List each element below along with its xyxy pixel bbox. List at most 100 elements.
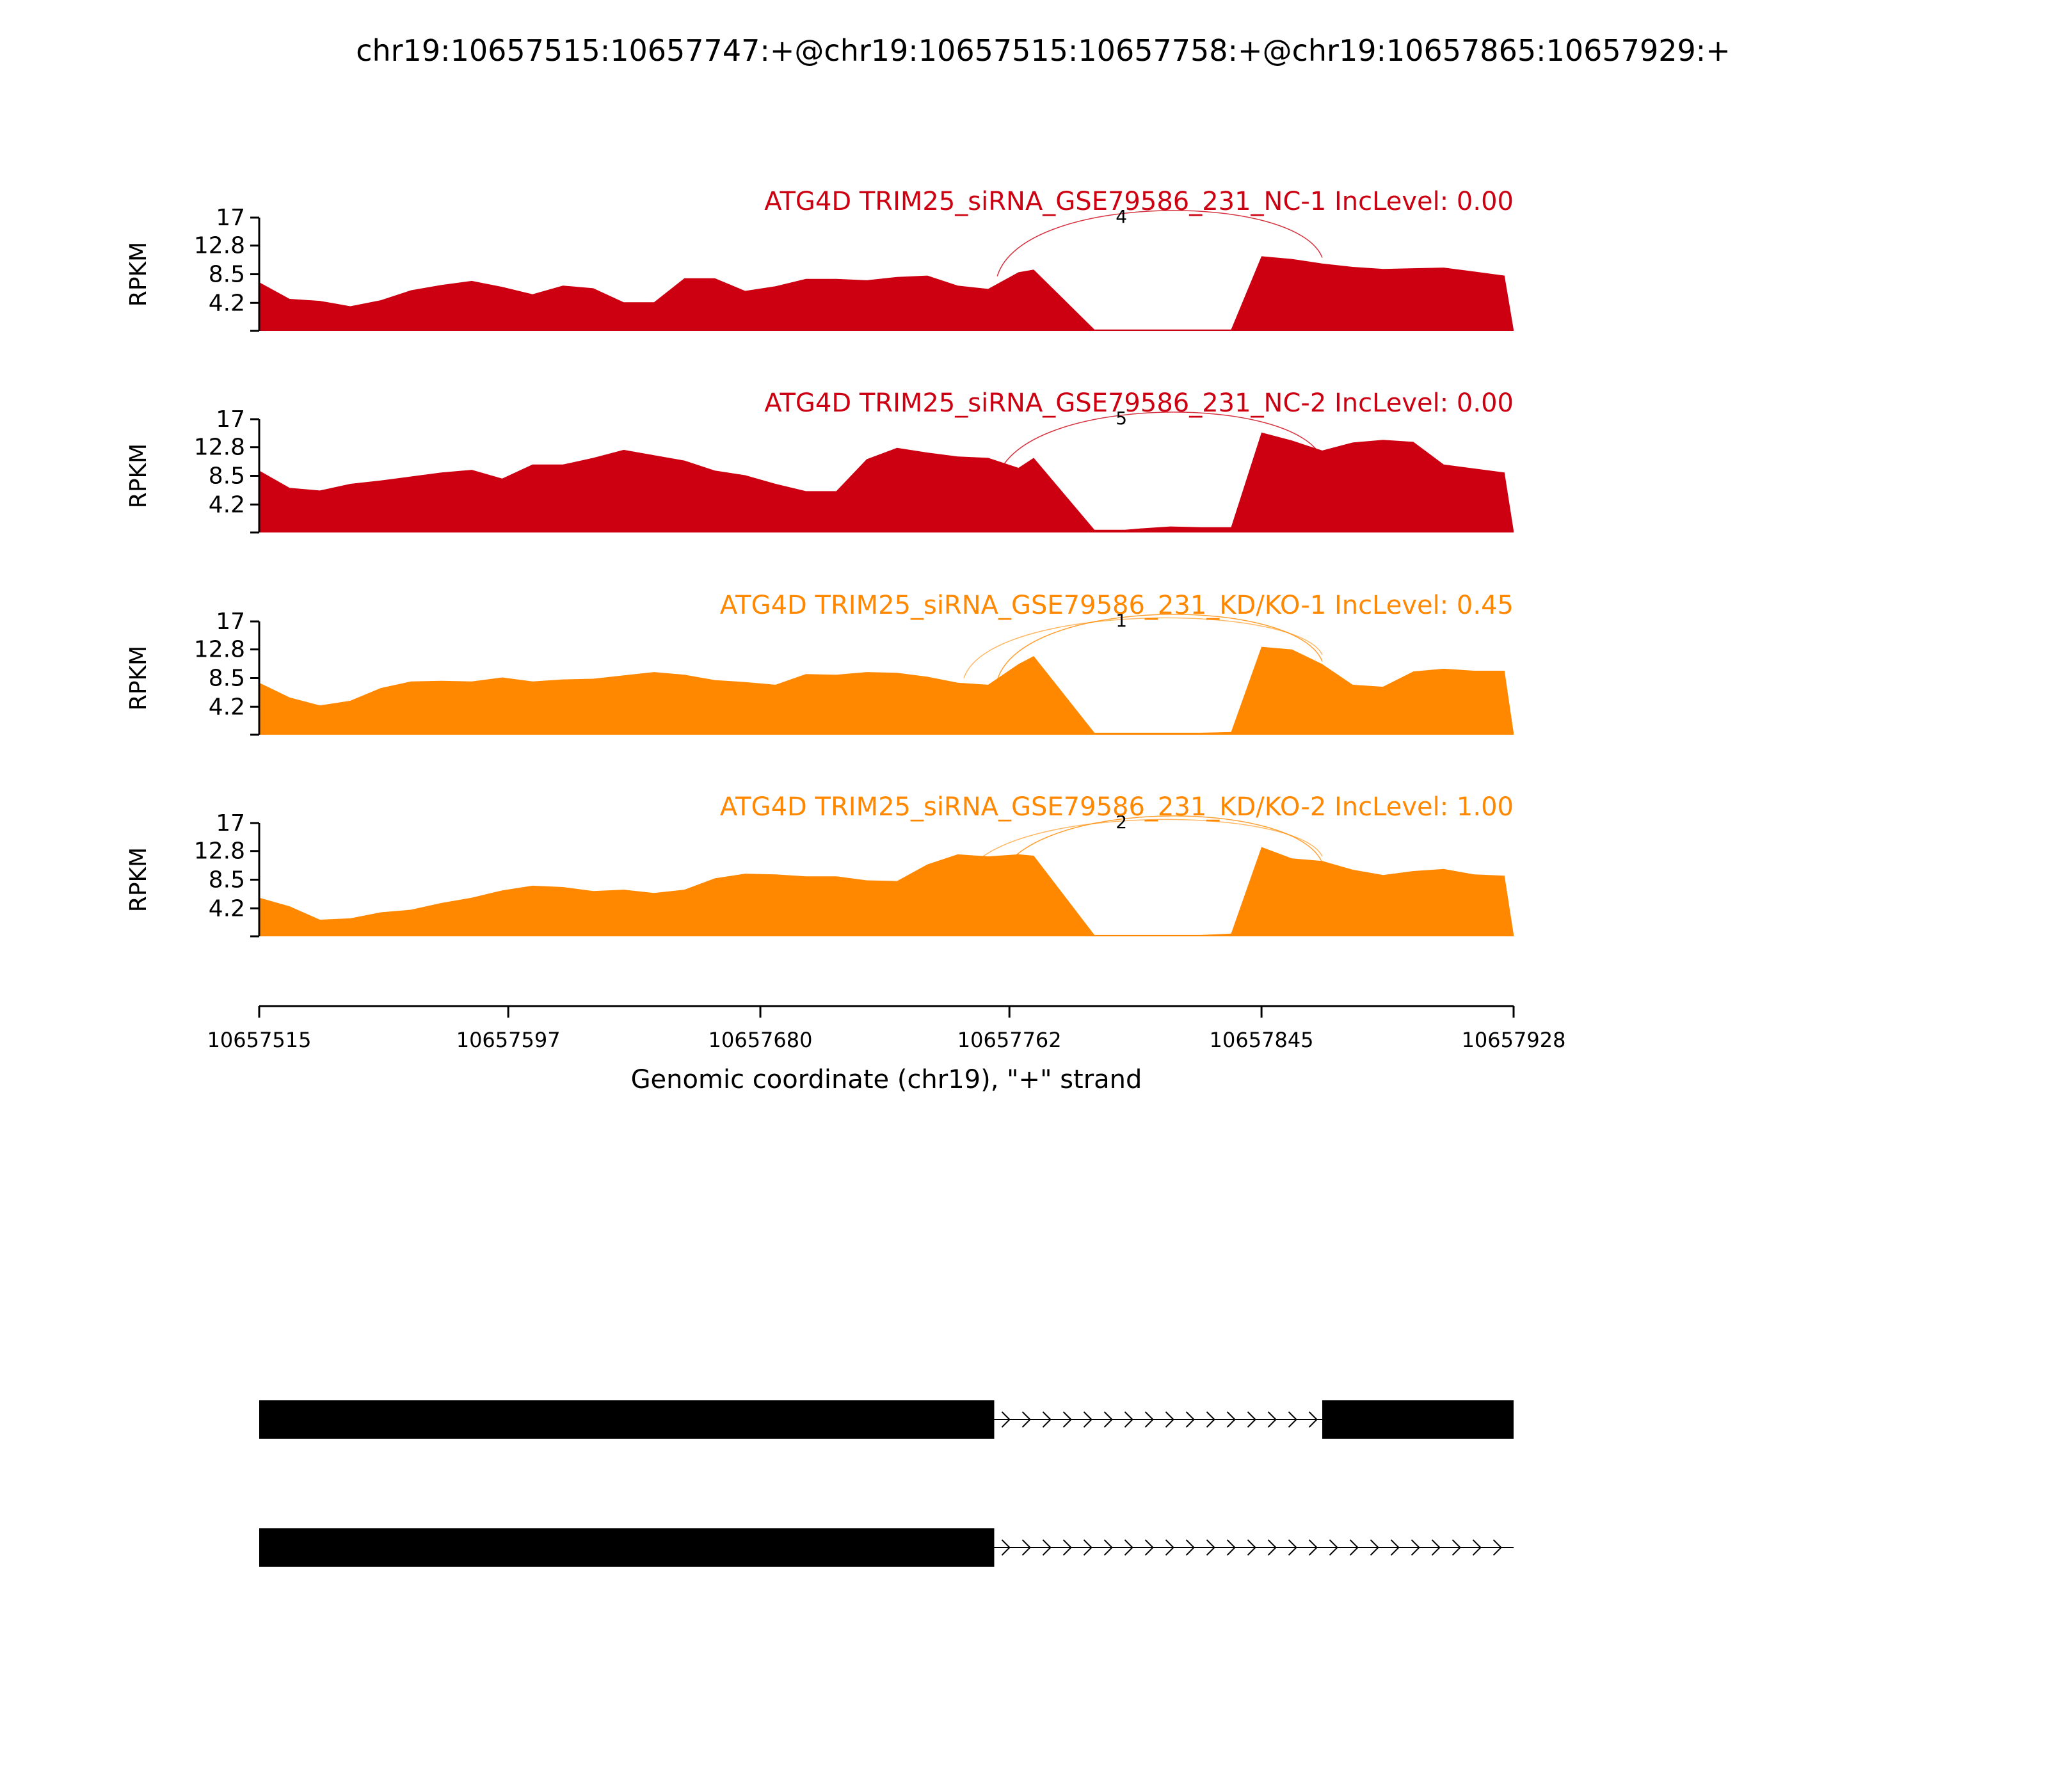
track-title: ATG4D TRIM25_siRNA_GSE79586_231_KD/KO-2 … (720, 792, 1514, 822)
y-tick-label: 17 (216, 205, 245, 231)
y-axis-label: RPKM (125, 444, 152, 508)
x-axis-label: Genomic coordinate (chr19), "+" strand (631, 1065, 1142, 1094)
strand-arrow (1390, 1539, 1400, 1556)
strand-arrow (1226, 1539, 1236, 1556)
junction-count: 1 (1116, 610, 1127, 631)
track-title: ATG4D TRIM25_siRNA_GSE79586_231_NC-1 Inc… (764, 187, 1514, 216)
strand-arrow (1247, 1411, 1256, 1428)
track-title: ATG4D TRIM25_siRNA_GSE79586_231_KD/KO-1 … (720, 591, 1514, 620)
y-tick-label: 8.5 (209, 867, 245, 893)
strand-arrow (1431, 1539, 1441, 1556)
x-tick-label: 10657928 (1462, 1028, 1566, 1052)
y-tick-label: 4.2 (209, 694, 245, 720)
x-axis: 10657515 10657597 10657680 10657762 10657845… (207, 1005, 1566, 1094)
strand-arrow (1165, 1539, 1174, 1556)
exon-block (1322, 1400, 1514, 1439)
transcript-1 (259, 1400, 1514, 1439)
strand-arrow (1103, 1411, 1113, 1428)
y-tick-label: 4.2 (209, 895, 245, 922)
y-tick-label: 12.8 (194, 233, 245, 259)
x-tick-label: 10657680 (708, 1028, 813, 1052)
strand-arrow (1083, 1539, 1092, 1556)
strand-arrow (1247, 1539, 1256, 1556)
transcript-models (259, 1400, 1514, 1567)
strand-arrow (1021, 1539, 1031, 1556)
track-4: 2 4.28.512.817 RPKM ATG4D TRIM25_siRNA_GSE7… (125, 792, 1514, 938)
y-axis-label: RPKM (125, 646, 152, 710)
y-tick-label: 8.5 (209, 666, 245, 692)
y-tick-label: 8.5 (209, 262, 245, 288)
exon-block (259, 1528, 995, 1567)
y-tick-label: 17 (216, 810, 245, 836)
strand-arrow (1062, 1539, 1072, 1556)
junction-count: 4 (1116, 206, 1127, 227)
track-1: 4 4.28.5 12.817 RPKM ATG4D TRIM25_siRNA_GSE7… (125, 187, 1514, 332)
y-tick-label: 4.2 (209, 290, 245, 316)
strand-arrow (1472, 1539, 1482, 1556)
junction-count: 2 (1116, 812, 1127, 833)
strand-arrow (1308, 1539, 1318, 1556)
strand-arrow (1001, 1411, 1011, 1428)
strand-arrow (1144, 1411, 1154, 1428)
y-tick-label: 17 (216, 406, 245, 433)
strand-arrow (1226, 1411, 1236, 1428)
junction-arc (996, 412, 1323, 478)
x-tick-label: 10657515 (207, 1028, 312, 1052)
y-tick-label: 12.8 (194, 637, 245, 663)
strand-arrow (1144, 1539, 1154, 1556)
strand-arrow (1492, 1539, 1502, 1556)
strand-arrow (1267, 1411, 1277, 1428)
coverage-area (259, 432, 1514, 532)
coverage-area (259, 646, 1514, 735)
strand-arrow (1206, 1539, 1215, 1556)
y-axis-label: RPKM (125, 847, 152, 912)
junction-arc (963, 617, 1323, 678)
junction-arc (963, 819, 1323, 880)
strand-arrow (1062, 1411, 1072, 1428)
strand-arrow (1083, 1411, 1092, 1428)
strand-arrow (1124, 1411, 1133, 1428)
exon-block (259, 1400, 995, 1439)
y-tick-label: 12.8 (194, 838, 245, 865)
y-tick-label: 4.2 (209, 492, 245, 518)
strand-arrow (1411, 1539, 1420, 1556)
strand-arrow (1206, 1411, 1215, 1428)
x-tick-label: 10657762 (957, 1028, 1062, 1052)
strand-arrow (1042, 1539, 1052, 1556)
y-tick-label: 12.8 (194, 435, 245, 461)
strand-arrow (1308, 1411, 1318, 1428)
track-3: 1 4.28.5 12.817 RPKM ATG4D TRIM25_siRNA_GSE7… (125, 591, 1514, 736)
strand-arrow (1267, 1539, 1277, 1556)
coverage-area (259, 256, 1514, 331)
strand-arrow (1165, 1411, 1174, 1428)
strand-arrow (1103, 1539, 1113, 1556)
y-tick-label: 17 (216, 609, 245, 635)
track-title: ATG4D TRIM25_siRNA_GSE79586_231_NC-2 Inc… (764, 388, 1514, 418)
strand-arrow (1021, 1411, 1031, 1428)
junction-arc (996, 210, 1323, 276)
y-tick-label: 8.5 (209, 463, 245, 490)
track-2: 5 4.28.512.817 RPKM ATG4D TRIM25_siRNA_GSE7… (125, 388, 1514, 534)
strand-arrow (1329, 1539, 1338, 1556)
strand-arrow (1185, 1411, 1195, 1428)
transcript-2 (259, 1528, 1514, 1567)
strand-arrow (1288, 1539, 1297, 1556)
coverage-area (259, 847, 1514, 936)
strand-arrow (1185, 1539, 1195, 1556)
chart-title: chr19:10657515:10657747:+@chr19:10657515… (356, 33, 1731, 68)
strand-arrow (1349, 1539, 1359, 1556)
junction-arc (996, 614, 1323, 680)
junction-arc (996, 815, 1323, 882)
x-tick-label: 10657597 (456, 1028, 561, 1052)
y-axis-label: RPKM (125, 242, 152, 307)
strand-arrow (1288, 1411, 1297, 1428)
strand-arrow (1001, 1539, 1011, 1556)
strand-arrow (1042, 1411, 1052, 1428)
strand-arrow (1124, 1539, 1133, 1556)
junction-count: 5 (1116, 408, 1127, 429)
strand-arrow (1452, 1539, 1461, 1556)
x-tick-label: 10657845 (1210, 1028, 1314, 1052)
strand-arrow (1370, 1539, 1379, 1556)
